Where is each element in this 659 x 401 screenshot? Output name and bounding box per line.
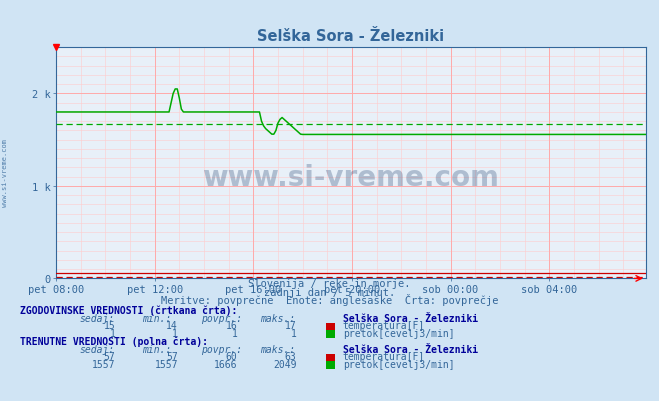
Text: sedaj:: sedaj:: [79, 313, 114, 323]
Text: 1: 1: [172, 328, 178, 338]
Text: 57: 57: [103, 351, 115, 361]
Text: Selška Sora - Železniki: Selška Sora - Železniki: [343, 313, 478, 323]
Text: 14: 14: [166, 320, 178, 330]
Text: povpr.:: povpr.:: [201, 344, 242, 354]
Text: 15: 15: [103, 320, 115, 330]
Text: 1: 1: [109, 328, 115, 338]
Text: 2049: 2049: [273, 359, 297, 369]
Title: Selška Sora - Železniki: Selška Sora - Železniki: [258, 29, 444, 44]
Text: 1: 1: [231, 328, 237, 338]
Text: zadnji dan / 5 minut.: zadnji dan / 5 minut.: [264, 287, 395, 297]
Text: ZGODOVINSKE VREDNOSTI (črtkana črta):: ZGODOVINSKE VREDNOSTI (črtkana črta):: [20, 304, 237, 315]
Text: pretok[čevelj3/min]: pretok[čevelj3/min]: [343, 328, 454, 338]
Text: www.si-vreme.com: www.si-vreme.com: [2, 138, 9, 207]
Text: Meritve: povprečne  Enote: anglešaške  Črta: povprečje: Meritve: povprečne Enote: anglešaške Črt…: [161, 294, 498, 306]
Text: temperatura[F]: temperatura[F]: [343, 320, 425, 330]
Text: 17: 17: [285, 320, 297, 330]
Text: 60: 60: [225, 351, 237, 361]
Text: pretok[čevelj3/min]: pretok[čevelj3/min]: [343, 358, 454, 369]
Text: TRENUTNE VREDNOSTI (polna črta):: TRENUTNE VREDNOSTI (polna črta):: [20, 335, 208, 346]
Text: 16: 16: [225, 320, 237, 330]
Text: sedaj:: sedaj:: [79, 344, 114, 354]
Text: 1666: 1666: [214, 359, 237, 369]
Text: maks.:: maks.:: [260, 344, 295, 354]
Text: temperatura[F]: temperatura[F]: [343, 351, 425, 361]
Text: www.si-vreme.com: www.si-vreme.com: [202, 163, 500, 191]
Text: 1557: 1557: [92, 359, 115, 369]
Text: 57: 57: [166, 351, 178, 361]
Text: maks.:: maks.:: [260, 313, 295, 323]
Text: 1: 1: [291, 328, 297, 338]
Text: 1557: 1557: [154, 359, 178, 369]
Text: 63: 63: [285, 351, 297, 361]
Text: povpr.:: povpr.:: [201, 313, 242, 323]
Text: min.:: min.:: [142, 313, 171, 323]
Text: min.:: min.:: [142, 344, 171, 354]
Text: Slovenija / reke in morje.: Slovenija / reke in morje.: [248, 279, 411, 289]
Text: Selška Sora - Železniki: Selška Sora - Železniki: [343, 344, 478, 354]
